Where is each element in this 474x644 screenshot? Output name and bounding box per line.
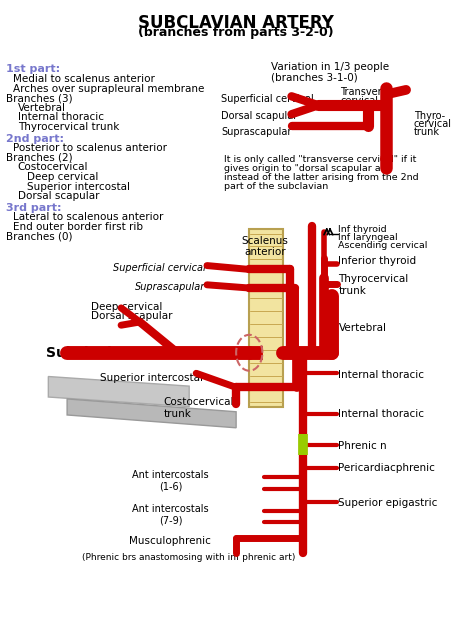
Text: Dorsal scapular: Dorsal scapular	[18, 191, 100, 202]
Text: End outer border first rib: End outer border first rib	[13, 222, 143, 232]
Text: SUBCLAVIAN ARTERY: SUBCLAVIAN ARTERY	[138, 14, 334, 32]
Text: Ant intercostals
(1-6): Ant intercostals (1-6)	[132, 470, 209, 492]
Text: part of the subclavian: part of the subclavian	[224, 182, 328, 191]
Text: Arches over suprapleural membrane: Arches over suprapleural membrane	[13, 84, 204, 93]
Text: trunk: trunk	[414, 128, 439, 137]
Text: Superior intercostal: Superior intercostal	[100, 373, 203, 383]
Text: Medial to scalenus anterior: Medial to scalenus anterior	[13, 74, 155, 84]
Polygon shape	[249, 229, 283, 406]
Text: Inferior thyroid: Inferior thyroid	[338, 256, 417, 266]
Text: instead of the latter arising from the 2nd: instead of the latter arising from the 2…	[224, 173, 419, 182]
Text: 2nd part:: 2nd part:	[6, 133, 64, 144]
Text: Internal thoracic: Internal thoracic	[18, 113, 104, 122]
Text: Pericardiacphrenic: Pericardiacphrenic	[338, 463, 435, 473]
Text: (branches 3-1-0): (branches 3-1-0)	[271, 72, 358, 82]
Text: Internal thoracic: Internal thoracic	[338, 370, 424, 379]
Text: cervical: cervical	[340, 96, 378, 106]
Text: Thyrocervical
trunk: Thyrocervical trunk	[338, 274, 409, 296]
Text: Inf thyroid: Inf thyroid	[338, 225, 387, 234]
Text: Branches (3): Branches (3)	[6, 93, 73, 103]
Text: Superficial cervical: Superficial cervical	[113, 263, 206, 273]
Text: Branches (0): Branches (0)	[6, 232, 73, 242]
Text: Ascending cervical: Ascending cervical	[338, 242, 428, 251]
Text: Variation in 1/3 people: Variation in 1/3 people	[271, 62, 390, 72]
Text: Lateral to scalenous anterior: Lateral to scalenous anterior	[13, 213, 164, 222]
Text: Costocervical
trunk: Costocervical trunk	[164, 397, 234, 419]
Text: Dorsal scapular: Dorsal scapular	[221, 111, 297, 120]
Text: cervical: cervical	[414, 119, 452, 129]
Text: Musculophrenic: Musculophrenic	[129, 536, 211, 546]
Text: Branches (2): Branches (2)	[6, 153, 73, 163]
Text: Dorsal scapular: Dorsal scapular	[91, 311, 172, 321]
Text: Superior epigastric: Superior epigastric	[338, 498, 438, 508]
Text: Vertebral: Vertebral	[18, 103, 66, 113]
Text: Internal thoracic: Internal thoracic	[338, 409, 424, 419]
Text: Phrenic n: Phrenic n	[338, 440, 387, 451]
Text: Superior intercostal: Superior intercostal	[27, 182, 130, 192]
Text: Costocervical: Costocervical	[18, 162, 88, 173]
Text: Inf laryngeal: Inf laryngeal	[338, 233, 398, 242]
Polygon shape	[67, 399, 236, 428]
Text: Ant intercostals
(7-9): Ant intercostals (7-9)	[132, 504, 209, 525]
Text: Subclavian: Subclavian	[46, 346, 131, 360]
Text: Posterior to scalenus anterior: Posterior to scalenus anterior	[13, 143, 167, 153]
Text: It is only called "transverse cervical" if it: It is only called "transverse cervical" …	[224, 155, 417, 164]
Text: Thyro-: Thyro-	[414, 111, 445, 120]
Text: Suprascapular: Suprascapular	[221, 127, 292, 137]
Text: 1st part:: 1st part:	[6, 64, 60, 73]
Text: Transverse: Transverse	[340, 88, 393, 97]
Text: Superficial cervical: Superficial cervical	[221, 95, 314, 104]
Text: (branches from parts 3-2-0): (branches from parts 3-2-0)	[138, 26, 334, 39]
Text: (Phrenic brs anastomosing with inf phrenic art): (Phrenic brs anastomosing with inf phren…	[82, 553, 296, 562]
Text: Vertebral: Vertebral	[338, 323, 386, 334]
Text: Scalenus
anterior: Scalenus anterior	[242, 236, 289, 257]
Text: Thyrocervical trunk: Thyrocervical trunk	[18, 122, 119, 132]
Text: gives origin to "dorsal scapular art": gives origin to "dorsal scapular art"	[224, 164, 393, 173]
Text: 3rd part:: 3rd part:	[6, 203, 62, 213]
Text: Deep cervical: Deep cervical	[91, 301, 162, 312]
Text: Deep cervical: Deep cervical	[27, 172, 99, 182]
Text: Suprascapular: Suprascapular	[136, 282, 206, 292]
Polygon shape	[48, 377, 189, 406]
